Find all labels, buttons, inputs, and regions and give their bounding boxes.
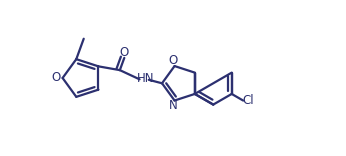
- Text: Cl: Cl: [243, 94, 254, 107]
- Text: O: O: [51, 71, 61, 84]
- Text: O: O: [120, 46, 129, 59]
- Text: O: O: [169, 54, 178, 67]
- Text: N: N: [169, 99, 178, 112]
- Text: HN: HN: [137, 72, 154, 85]
